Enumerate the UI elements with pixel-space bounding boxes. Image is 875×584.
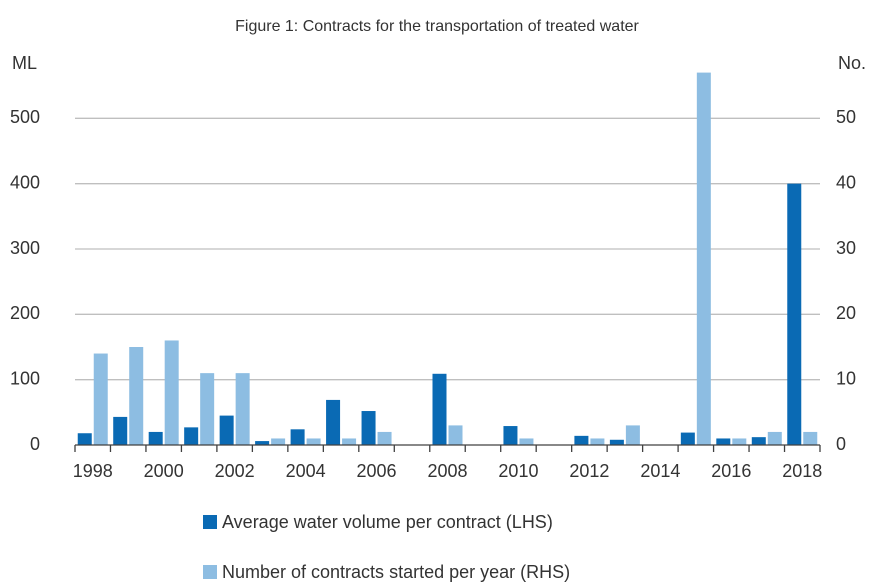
legend-swatch bbox=[203, 565, 217, 579]
x-tick-label: 2002 bbox=[215, 461, 255, 481]
bar bbox=[787, 183, 802, 445]
bar bbox=[696, 72, 711, 445]
x-tick-label: 2004 bbox=[286, 461, 326, 481]
bar bbox=[200, 373, 215, 445]
bar bbox=[184, 427, 199, 445]
bar bbox=[326, 399, 341, 445]
bar bbox=[767, 431, 782, 445]
y2-tick-label: 10 bbox=[836, 368, 856, 388]
y2-tick-label: 50 bbox=[836, 107, 856, 127]
bar bbox=[803, 431, 818, 445]
y2-tick-label: 20 bbox=[836, 303, 856, 323]
y-tick-label: 300 bbox=[10, 238, 40, 258]
bar bbox=[77, 433, 92, 445]
y-tick-label: 100 bbox=[10, 368, 40, 388]
y-axis-label: ML bbox=[12, 53, 37, 73]
x-tick-label: 2008 bbox=[427, 461, 467, 481]
bar bbox=[306, 438, 321, 445]
bar bbox=[290, 429, 305, 445]
bar bbox=[148, 431, 163, 445]
x-tick-label: 2010 bbox=[498, 461, 538, 481]
y-tick-label: 500 bbox=[10, 107, 40, 127]
bar bbox=[519, 438, 534, 445]
bar bbox=[609, 439, 624, 445]
y-tick-label: 0 bbox=[30, 434, 40, 454]
legend-label: Number of contracts started per year (RH… bbox=[222, 562, 570, 582]
y2-tick-label: 30 bbox=[836, 238, 856, 258]
x-tick-label: 2018 bbox=[782, 461, 822, 481]
legend-label: Average water volume per contract (LHS) bbox=[222, 512, 553, 532]
x-tick-label: 2006 bbox=[357, 461, 397, 481]
bar bbox=[113, 416, 128, 445]
bar bbox=[751, 437, 766, 445]
legend-swatch bbox=[203, 515, 217, 529]
bar bbox=[377, 431, 392, 445]
x-tick-label: 2000 bbox=[144, 461, 184, 481]
bar bbox=[129, 347, 144, 445]
bar bbox=[164, 340, 179, 445]
x-tick-label: 2014 bbox=[640, 461, 680, 481]
bar bbox=[93, 353, 108, 445]
bar bbox=[219, 415, 234, 445]
bar bbox=[680, 432, 695, 445]
bar bbox=[255, 441, 270, 445]
bar bbox=[732, 438, 747, 445]
bar bbox=[235, 373, 250, 445]
bar bbox=[503, 426, 518, 445]
bar bbox=[448, 425, 463, 445]
y-tick-label: 200 bbox=[10, 303, 40, 323]
bar bbox=[590, 438, 605, 445]
y2-axis-label: No. bbox=[838, 53, 866, 73]
bar bbox=[574, 435, 589, 445]
bar bbox=[342, 438, 357, 445]
chart-title: Figure 1: Contracts for the transportati… bbox=[235, 18, 639, 35]
x-tick-label: 2012 bbox=[569, 461, 609, 481]
bar bbox=[361, 411, 376, 445]
bar bbox=[432, 373, 447, 445]
bar bbox=[716, 438, 731, 445]
x-tick-label: 1998 bbox=[73, 461, 113, 481]
x-tick-label: 2016 bbox=[711, 461, 751, 481]
y2-tick-label: 0 bbox=[836, 434, 846, 454]
y-tick-label: 400 bbox=[10, 172, 40, 192]
y2-tick-label: 40 bbox=[836, 172, 856, 192]
bar bbox=[271, 438, 286, 445]
bar bbox=[625, 425, 640, 445]
